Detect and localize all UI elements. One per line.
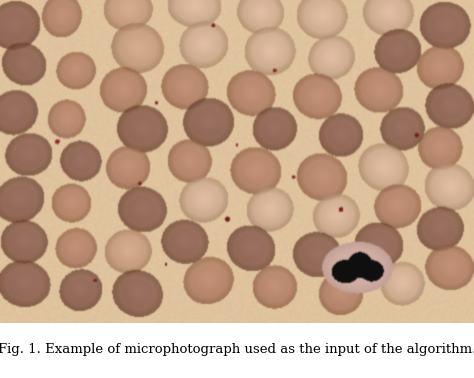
Text: Fig. 1. Example of microphotograph used as the input of the algorithm.: Fig. 1. Example of microphotograph used … <box>0 343 474 356</box>
